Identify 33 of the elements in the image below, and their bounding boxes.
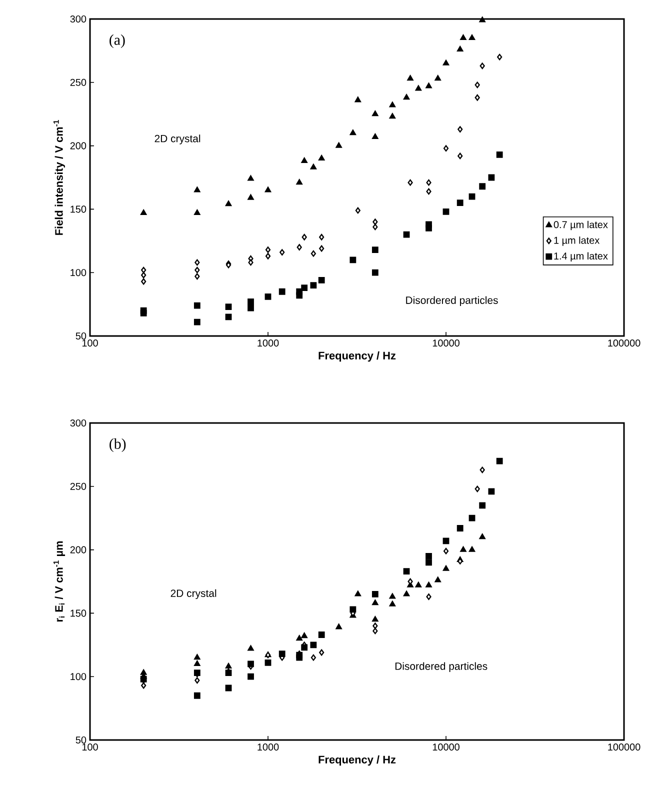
x-tick-label: 100000 — [608, 340, 640, 347]
annotation: 2D crystal — [154, 134, 200, 144]
annotation: (a) — [110, 34, 125, 48]
y-axis-title: r$_{i}$ E$_{i}$ / V cm$^{-1}$ µm — [54, 541, 66, 622]
x-tick-label: 10000 — [432, 744, 460, 751]
legend-label: 1 µm latex — [554, 236, 600, 246]
y-tick-label: 100 — [70, 673, 86, 680]
annotation: (b) — [110, 438, 126, 452]
y-axis-title: Field intensity / V cm$^{-1}$ — [54, 120, 66, 235]
y-tick-label: 150 — [70, 610, 86, 617]
annotation: Disordered particles — [395, 662, 488, 672]
annotation: Disordered particles — [406, 296, 498, 306]
y-tick-label: 300 — [70, 419, 86, 427]
y-tick-label: 250 — [70, 78, 86, 86]
x-tick-label: 100000 — [608, 744, 640, 751]
y-tick-label: 300 — [70, 15, 86, 23]
y-tick-label: 200 — [70, 142, 86, 150]
y-tick-label: 250 — [70, 482, 86, 490]
legend-label: 0.7 µm latex — [554, 220, 608, 230]
y-tick-label: 50 — [76, 332, 86, 340]
y-tick-label: 150 — [70, 206, 86, 213]
x-axis-title: Frequency / Hz — [318, 351, 396, 362]
x-axis-title: Frequency / Hz — [318, 755, 396, 766]
annotation: 2D crystal — [170, 589, 216, 600]
legend-label: 1.4 µm latex — [554, 252, 608, 262]
y-tick-label: 200 — [70, 546, 86, 554]
y-tick-label: 100 — [70, 269, 86, 276]
x-tick-label: 10000 — [432, 340, 460, 347]
x-tick-label: 100 — [82, 744, 98, 751]
x-tick-label: 1000 — [258, 744, 279, 751]
x-tick-label: 1000 — [258, 340, 279, 347]
x-tick-label: 100 — [82, 340, 98, 347]
y-tick-label: 50 — [76, 736, 86, 744]
